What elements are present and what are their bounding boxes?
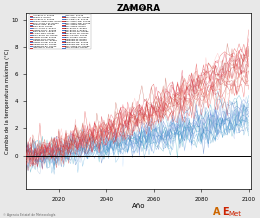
Text: Met: Met [228, 211, 241, 217]
Title: ZAMORA: ZAMORA [116, 4, 160, 13]
Legend: ACCESS1.0, RCP85, MIROC5, RCP45, ACCESS1.3, RCP85, MIROC-ESMCHEM, RCP45, BCC-CSM: ACCESS1.0, RCP85, MIROC5, RCP45, ACCESS1… [29, 14, 91, 49]
X-axis label: Año: Año [132, 203, 145, 209]
Text: ANUAL: ANUAL [128, 6, 149, 11]
Y-axis label: Cambio de la temperatura máxima (°C): Cambio de la temperatura máxima (°C) [4, 49, 10, 154]
Text: © Agencia Estatal de Meteorología: © Agencia Estatal de Meteorología [3, 213, 55, 217]
Text: A: A [213, 207, 221, 217]
Text: E: E [222, 207, 229, 217]
